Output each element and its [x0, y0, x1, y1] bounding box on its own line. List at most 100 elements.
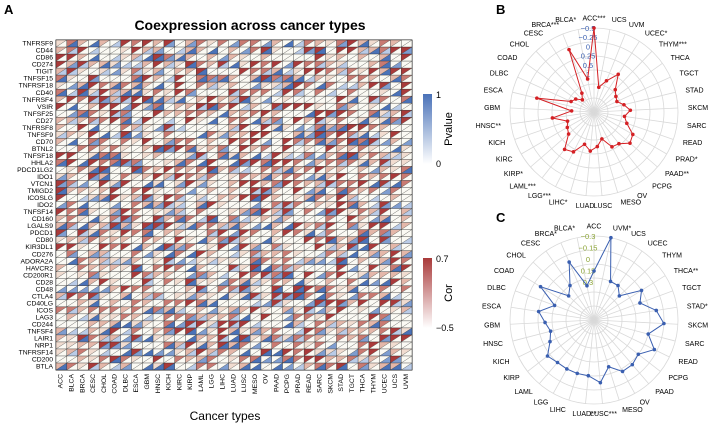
radar-b-point	[610, 145, 614, 149]
heatmap-row-label: TNFSF25	[24, 111, 54, 118]
radar-b-point	[614, 95, 618, 99]
radar-b-category-label: LUSC	[594, 203, 613, 210]
radar-b-category-label: LUAD	[576, 203, 595, 210]
radar-b-point	[616, 73, 620, 77]
radar-b-category-label: STAD	[685, 87, 703, 94]
heatmap-row-label: BTLA	[36, 364, 53, 371]
heatmap-column-label: SARC	[317, 374, 324, 393]
heatmap-legend-bar	[423, 94, 432, 164]
heatmap-row-label: TNFSF9	[27, 132, 53, 139]
radar-b-point	[631, 133, 635, 137]
heatmap-row-label: CD40	[36, 90, 54, 97]
heatmap-column-label: UVM	[403, 374, 410, 389]
heatmap-column-label: LUSC	[241, 374, 248, 392]
heatmap-column-label: ESCA	[133, 374, 140, 393]
heatmap-column-label: BLCA	[68, 374, 75, 392]
heatmap-row-label: CD200R1	[23, 272, 53, 279]
radar-c-spoke	[594, 320, 660, 371]
heatmap-column-label: LIHC	[220, 374, 227, 390]
radar-b-point	[574, 97, 578, 101]
radar-b-category-label: DLBC	[490, 70, 509, 77]
heatmap-row-label: TNFRSF14	[19, 350, 54, 357]
heatmap-column-label: HNSC	[155, 374, 162, 393]
radar-c-spoke	[519, 320, 594, 357]
heatmap-row-label: LGALS9	[27, 223, 53, 230]
heatmap-row-label: CD28	[36, 279, 54, 286]
radar-b-tick-label: 0	[586, 42, 590, 51]
radar-b-tick-label: 0.5	[583, 61, 593, 70]
heatmap-row-label: VTCN1	[31, 181, 54, 188]
radar-b-point	[597, 85, 601, 89]
radar-b-category-label: THYM***	[659, 41, 687, 48]
radar-c-tick-label: 0	[586, 255, 590, 264]
heatmap-row-label: BTNL2	[32, 146, 53, 153]
heatmap-row-label: KIR3DL1	[25, 244, 53, 251]
heatmap-row-label: LAG3	[36, 314, 54, 321]
radar-c-spoke	[528, 320, 594, 371]
radar-b-category-label: SARC	[687, 123, 706, 130]
heatmap-row-label: CD274	[32, 62, 53, 69]
heatmap-legend-bar	[423, 258, 432, 328]
heatmap-row-label: TNFSF18	[24, 153, 54, 160]
radar-b-category-label: HNSC**	[476, 123, 502, 130]
heatmap-row-label: CD86	[36, 55, 54, 62]
heatmap-row-label: TNFSF14	[24, 209, 54, 216]
heatmap-legend-max: 1	[436, 90, 441, 100]
radar-b-point	[566, 126, 570, 130]
radar-b-spoke	[526, 63, 594, 112]
heatmap-column-label: KIRC	[176, 374, 183, 390]
heatmap-row-label: VSIR	[37, 104, 53, 111]
heatmap-row-label: CD70	[36, 139, 54, 146]
heatmap-row-label: CTLA4	[32, 293, 53, 300]
radar-b-point	[605, 79, 609, 83]
radar-b-point	[583, 142, 587, 146]
heatmap-column-label: DLBC	[122, 374, 129, 392]
radar-b-point	[623, 115, 627, 119]
heatmap-column-label: UCS	[392, 374, 399, 389]
heatmap-row-label: CD160	[32, 216, 53, 223]
radar-b-category-label: UCEC*	[645, 30, 668, 37]
heatmap-row-label: TNFRSF4	[22, 97, 53, 104]
heatmap-column-label: LGG	[209, 374, 216, 388]
radar-b-point	[622, 103, 626, 107]
radar-b-point	[535, 96, 539, 100]
heatmap-row-label: CD276	[32, 251, 53, 258]
heatmap-column-label: THCA	[360, 374, 367, 393]
heatmap-row-label: CD40LG	[27, 300, 53, 307]
radar-b-category-label: LGG***	[528, 193, 551, 200]
radar-b-point	[570, 109, 574, 113]
heatmap-cells	[56, 40, 412, 370]
radar-c-tick-label: −0.15	[579, 244, 598, 253]
heatmap-column-label: MESO	[252, 374, 259, 394]
heatmap-row-label: TMIGD2	[27, 188, 53, 195]
heatmap-column-label: READ	[306, 374, 313, 393]
radar-b-category-label: CESC	[524, 30, 543, 37]
radar-b-point	[567, 132, 571, 136]
radar-b-category-label: KICH	[488, 140, 505, 147]
radar-b-point	[580, 91, 584, 95]
heatmap-column-label: KIRP	[187, 374, 194, 390]
radar-b-category-label: COAD	[497, 55, 517, 62]
heatmap-column-label: KICH	[166, 374, 173, 390]
heatmap-column-label: BRCA	[79, 374, 86, 393]
heatmap-column-label: CESC	[90, 374, 97, 393]
heatmap-column-label: LUAD	[230, 374, 237, 392]
radar-b-category-label: PCPG	[652, 183, 672, 190]
heatmap-column-label: PCPG	[284, 374, 291, 393]
radar-b-category-label: CHOL	[510, 41, 530, 48]
radar-b-category-label: READ	[683, 140, 702, 147]
heatmap-row-label: CD48	[36, 286, 54, 293]
radar-b-point	[613, 88, 617, 92]
heatmap-column-label: UCEC	[381, 374, 388, 393]
radar-b-category-label: ACC***	[583, 16, 606, 23]
radar-b-category-label: MESO	[620, 200, 641, 207]
heatmap-row-label: CD80	[36, 237, 54, 244]
heatmap-column-label: OV	[263, 374, 270, 384]
heatmap-column-label: TGCT	[349, 374, 356, 393]
heatmap-row-label: HHLA2	[31, 160, 53, 167]
radar-c-spoke	[594, 262, 655, 320]
heatmap-row-label: LAIR1	[34, 336, 53, 343]
heatmap-row-label: HAVCR2	[26, 265, 53, 272]
